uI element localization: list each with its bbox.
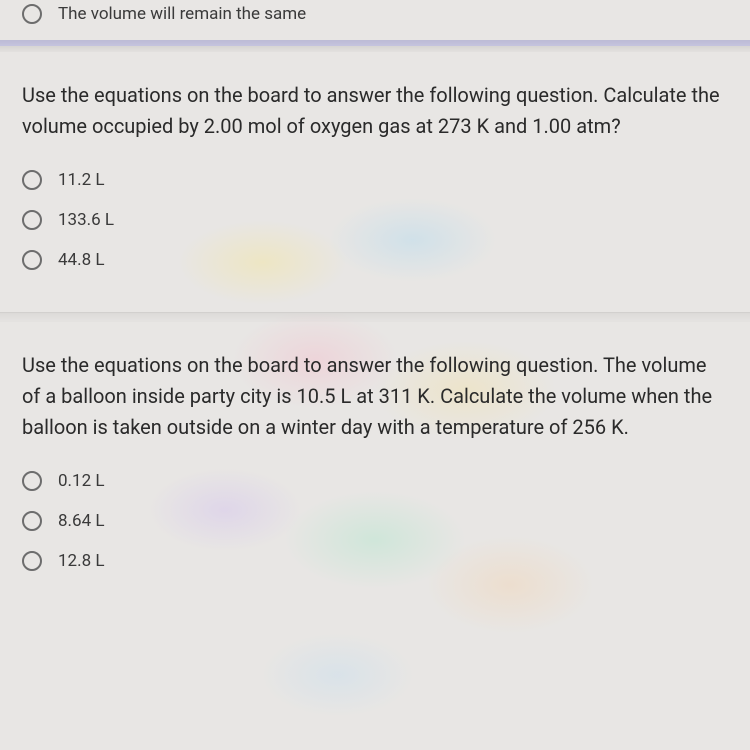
radio-option[interactable]: 133.6 L (22, 210, 728, 230)
radio-icon (22, 511, 42, 531)
partial-question-card: The volume will remain the same (0, 0, 750, 40)
quiz-content: The volume will remain the same Use the … (0, 0, 750, 613)
option-label: 11.2 L (58, 170, 105, 190)
option-label: 8.64 L (58, 511, 105, 531)
question-text: Use the equations on the board to answer… (22, 80, 728, 142)
question-text: Use the equations on the board to answer… (22, 350, 728, 443)
radio-icon (22, 551, 42, 571)
radio-icon (22, 210, 42, 230)
option-label: 0.12 L (58, 471, 105, 491)
radio-icon (22, 250, 42, 270)
radio-option[interactable]: 11.2 L (22, 170, 728, 190)
card-divider (0, 312, 750, 322)
radio-option[interactable]: 8.64 L (22, 511, 728, 531)
radio-icon (22, 4, 42, 24)
radio-option[interactable]: 12.8 L (22, 551, 728, 571)
radio-icon (22, 471, 42, 491)
option-label: 44.8 L (58, 250, 105, 270)
radio-option[interactable]: The volume will remain the same (22, 4, 728, 24)
card-divider (0, 40, 750, 52)
radio-option[interactable]: 44.8 L (22, 250, 728, 270)
radio-icon (22, 170, 42, 190)
option-label: The volume will remain the same (58, 4, 306, 24)
option-label: 133.6 L (58, 210, 114, 230)
question-card-1: Use the equations on the board to answer… (0, 52, 750, 312)
radio-option[interactable]: 0.12 L (22, 471, 728, 491)
option-label: 12.8 L (58, 551, 105, 571)
question-card-2: Use the equations on the board to answer… (0, 322, 750, 613)
